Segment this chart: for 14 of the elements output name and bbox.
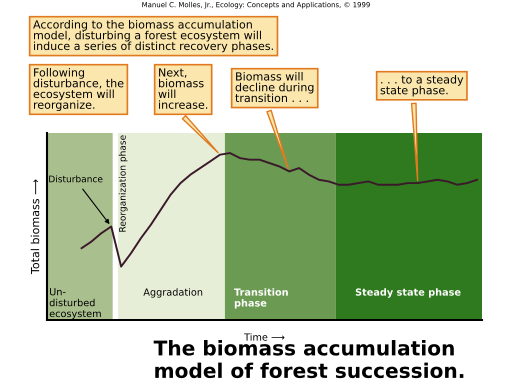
text: Biomass will decline during transition . . . [235,72,314,102]
annotation: Steady state phase [356,288,461,298]
y-axis-title: Total biomass ⟶ [30,179,40,274]
text: According to the biomass accumulation model, disturbing a forest ecosystem will induce a series of distinct recovery phases. [33,20,273,52]
x-axis-title: Time ⟶ [244,333,284,341]
text: Following disturbance, the ecosystem will reorganize. [34,68,124,112]
annotation: Aggradation [143,288,202,298]
text: Next, biomass will increase. [158,68,208,109]
annotation: Un- disturbed ecosystem [50,288,101,320]
annotation: Disturbance [49,175,102,182]
text: . . . to a steady state phase. [380,75,464,97]
annotation: Transition phase [234,288,288,309]
annotation: Reorganization phase [118,135,128,232]
text: The biomass accumulation model of forest succession. [154,340,464,378]
